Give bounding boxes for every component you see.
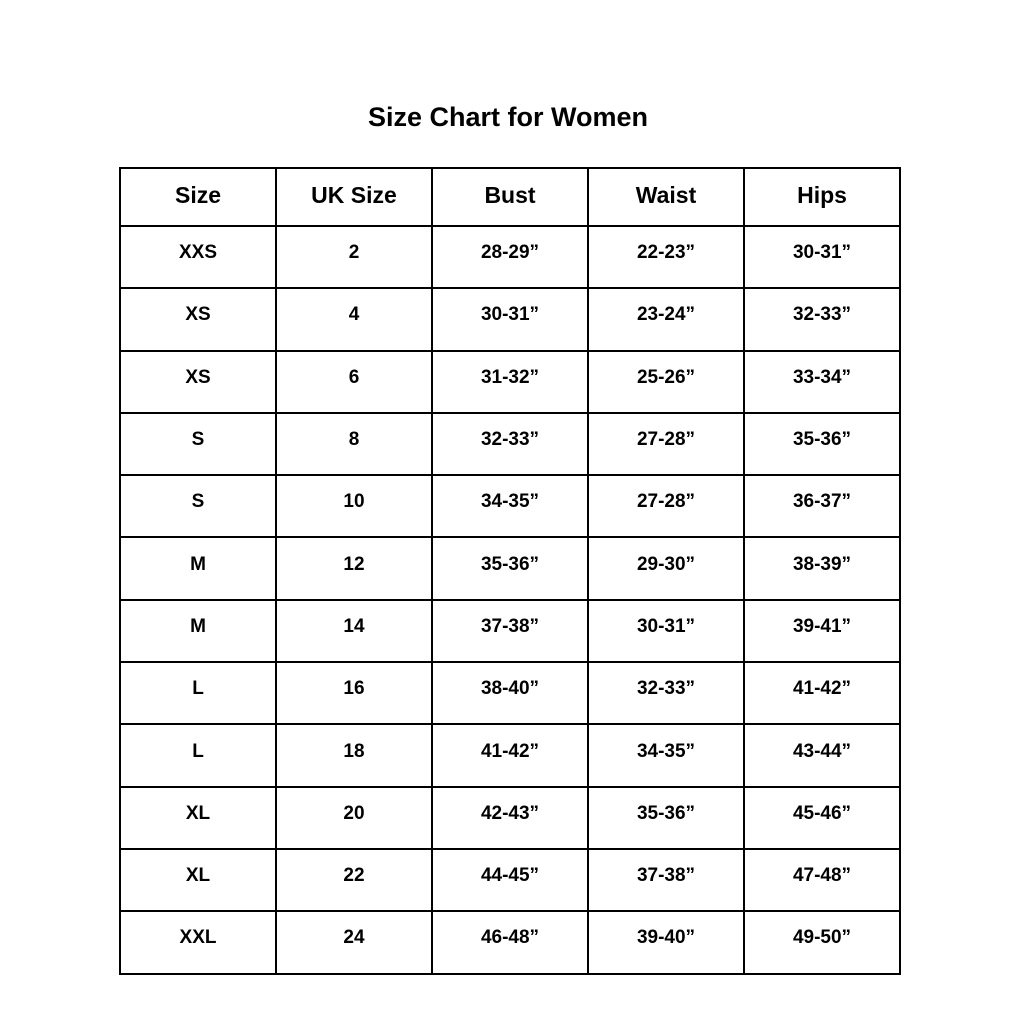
cell-waist: 23-24”	[587, 287, 745, 352]
cell-bust: 31-32”	[431, 349, 589, 414]
table-row: XL 22 44-45” 37-38” 47-48”	[119, 847, 901, 913]
table-row: L 16 38-40” 32-33” 41-42”	[119, 661, 901, 726]
header-hips: Hips	[743, 167, 901, 227]
cell-bust: 44-45”	[431, 847, 589, 913]
cell-hips: 45-46”	[743, 785, 901, 850]
cell-waist: 27-28”	[587, 474, 745, 539]
cell-waist: 27-28”	[587, 411, 745, 477]
cell-waist: 35-36”	[587, 785, 745, 850]
cell-waist: 34-35”	[587, 723, 745, 788]
cell-waist: 29-30”	[587, 536, 745, 601]
cell-size: XXS	[119, 224, 277, 290]
cell-size: S	[119, 411, 277, 477]
size-chart-table: Size UK Size Bust Waist Hips XXS 2 28-29” 2…	[119, 167, 901, 975]
cell-bust: 42-43”	[431, 785, 589, 850]
cell-size: XL	[119, 785, 277, 850]
cell-hips: 30-31”	[743, 224, 901, 290]
cell-bust: 30-31”	[431, 287, 589, 352]
cell-size: L	[119, 723, 277, 788]
cell-uk-size: 24	[275, 910, 433, 975]
table-row: XS 6 31-32” 25-26” 33-34”	[119, 349, 901, 414]
cell-bust: 37-38”	[431, 598, 589, 664]
table-header: Size UK Size Bust Waist Hips	[119, 167, 901, 227]
cell-waist: 30-31”	[587, 598, 745, 664]
table-row: XS 4 30-31” 23-24” 32-33”	[119, 287, 901, 352]
cell-uk-size: 12	[275, 536, 433, 601]
cell-size: M	[119, 598, 277, 664]
cell-size: XS	[119, 287, 277, 352]
cell-bust: 34-35”	[431, 474, 589, 539]
cell-hips: 41-42”	[743, 661, 901, 726]
cell-size: XXL	[119, 910, 277, 975]
cell-hips: 43-44”	[743, 723, 901, 788]
cell-size: S	[119, 474, 277, 539]
cell-uk-size: 14	[275, 598, 433, 664]
cell-uk-size: 8	[275, 411, 433, 477]
cell-waist: 25-26”	[587, 349, 745, 414]
header-uk-size: UK Size	[275, 167, 433, 227]
cell-waist: 32-33”	[587, 661, 745, 726]
cell-uk-size: 4	[275, 287, 433, 352]
cell-hips: 36-37”	[743, 474, 901, 539]
cell-hips: 49-50”	[743, 910, 901, 975]
cell-hips: 38-39”	[743, 536, 901, 601]
page-title: Size Chart for Women	[367, 102, 649, 132]
cell-size: M	[119, 536, 277, 601]
cell-bust: 46-48”	[431, 910, 589, 975]
cell-hips: 32-33”	[743, 287, 901, 352]
cell-uk-size: 6	[275, 349, 433, 414]
header-waist: Waist	[587, 167, 745, 227]
table-body: XXS 2 28-29” 22-23” 30-31” XS 4 30-31” 23-24” 32-…	[119, 224, 901, 975]
table-row: M 14 37-38” 30-31” 39-41”	[119, 598, 901, 664]
cell-hips: 33-34”	[743, 349, 901, 414]
cell-bust: 35-36”	[431, 536, 589, 601]
cell-size: XL	[119, 847, 277, 913]
cell-hips: 47-48”	[743, 847, 901, 913]
header-size: Size	[119, 167, 277, 227]
cell-hips: 39-41”	[743, 598, 901, 664]
table-row: S 10 34-35” 27-28” 36-37”	[119, 474, 901, 539]
table-row: XXL 24 46-48” 39-40” 49-50”	[119, 910, 901, 975]
cell-uk-size: 20	[275, 785, 433, 850]
cell-uk-size: 10	[275, 474, 433, 539]
cell-uk-size: 16	[275, 661, 433, 726]
table-row: S 8 32-33” 27-28” 35-36”	[119, 411, 901, 477]
cell-bust: 32-33”	[431, 411, 589, 477]
cell-uk-size: 2	[275, 224, 433, 290]
cell-waist: 37-38”	[587, 847, 745, 913]
header-bust: Bust	[431, 167, 589, 227]
table-row: L 18 41-42” 34-35” 43-44”	[119, 723, 901, 788]
cell-size: L	[119, 661, 277, 726]
table-row: XXS 2 28-29” 22-23” 30-31”	[119, 224, 901, 290]
cell-bust: 41-42”	[431, 723, 589, 788]
table-row: M 12 35-36” 29-30” 38-39”	[119, 536, 901, 601]
header-row: Size UK Size Bust Waist Hips	[119, 167, 901, 227]
table-row: XL 20 42-43” 35-36” 45-46”	[119, 785, 901, 850]
cell-bust: 28-29”	[431, 224, 589, 290]
cell-bust: 38-40”	[431, 661, 589, 726]
cell-waist: 39-40”	[587, 910, 745, 975]
cell-hips: 35-36”	[743, 411, 901, 477]
cell-waist: 22-23”	[587, 224, 745, 290]
cell-uk-size: 22	[275, 847, 433, 913]
cell-size: XS	[119, 349, 277, 414]
cell-uk-size: 18	[275, 723, 433, 788]
